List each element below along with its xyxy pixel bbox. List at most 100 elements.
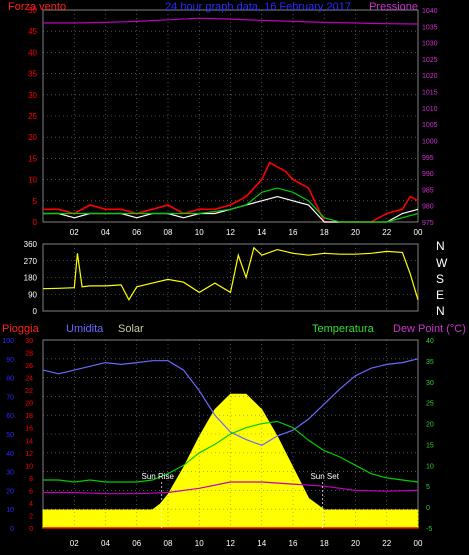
wind-tick-label: 15 <box>28 154 37 163</box>
direction-letter-n-top: N <box>436 239 445 253</box>
pressure-tick-label: 1000 <box>422 138 438 145</box>
bottom-x-tick-label: 08 <box>164 539 173 548</box>
pressure-tick-label: 1010 <box>422 106 438 113</box>
top-x-tick-label: 14 <box>257 228 266 237</box>
rain-tick-label: 24 <box>25 376 33 383</box>
temperature-tick-label: 10 <box>426 463 434 470</box>
humidity-tick-label: 60 <box>6 413 14 420</box>
pressure-tick-label: 990 <box>422 171 434 178</box>
bottom-x-tick-label: 06 <box>132 539 141 548</box>
top-x-tick-label: 22 <box>382 228 391 237</box>
rain-tick-label: 22 <box>25 388 33 395</box>
top-x-tick-label: 20 <box>351 228 360 237</box>
rain-tick-label: 6 <box>29 488 33 495</box>
bottom-x-tick-label: 20 <box>351 539 360 548</box>
humidity-tick-label: 40 <box>6 451 14 458</box>
wind-tick-label: 40 <box>28 48 37 57</box>
sun-rise-label: Sun Rise <box>142 472 175 481</box>
wind-tick-label: 0 <box>33 218 38 227</box>
rain-tick-label: 12 <box>25 451 33 458</box>
temperature-tick-label: 35 <box>426 359 434 366</box>
header-right-label: Pressione <box>369 1 418 13</box>
rain-tick-label: 28 <box>25 351 33 358</box>
pressure-tick-label: 980 <box>422 204 434 211</box>
rain-tick-label: 0 <box>29 526 33 533</box>
bottom-x-tick-label: 00 <box>414 539 423 548</box>
label-pioggia: Pioggia <box>2 323 40 335</box>
wind-direction-panel: 0 90 180 270 360 <box>24 240 419 316</box>
temperature-tick-label: 25 <box>426 401 434 408</box>
rain-tick-label: 14 <box>25 438 33 445</box>
rain-tick-label: 10 <box>25 463 33 470</box>
wind-tick-label: 25 <box>28 112 37 121</box>
humidity-tick-label: 80 <box>6 376 14 383</box>
direction-letter-s: S <box>436 272 444 286</box>
rain-tick-label: 20 <box>25 401 33 408</box>
temperature-tick-label: 15 <box>426 442 434 449</box>
rain-tick-label: 30 <box>25 338 33 345</box>
bottom-x-tick-label: 18 <box>320 539 329 548</box>
temperature-tick-label: 5 <box>426 484 430 491</box>
direction-tick-label: 0 <box>33 307 38 316</box>
pressure-tick-label: 1035 <box>422 24 438 31</box>
solar-base-band <box>43 510 418 528</box>
bottom-x-tick-label: 10 <box>195 539 204 548</box>
humidity-tick-label: 10 <box>6 507 14 514</box>
pressure-line <box>43 17 419 25</box>
top-x-tick-label: 06 <box>132 228 141 237</box>
wind-tick-label: 20 <box>28 133 37 142</box>
top-x-tick-label: 10 <box>195 228 204 237</box>
humidity-line <box>42 358 419 446</box>
wind-tick-label: 30 <box>28 91 37 100</box>
temperature-tick-label: -5 <box>426 526 432 533</box>
direction-tick-label: 180 <box>24 274 38 283</box>
temperature-tick-label: 0 <box>426 505 430 512</box>
label-dew-point: Dew Point (°C) <box>393 323 466 335</box>
bottom-x-tick-label: 14 <box>257 539 266 548</box>
wind-tick-label: 10 <box>28 176 37 185</box>
wind-avg-line <box>43 187 419 223</box>
humidity-tick-label: 30 <box>6 470 14 477</box>
pressure-tick-label: 1030 <box>422 41 438 48</box>
temperature-line <box>43 420 419 483</box>
top-x-tick-label: 18 <box>320 228 329 237</box>
direction-tick-label: 360 <box>24 240 38 249</box>
bottom-x-tick-label: 16 <box>289 539 298 548</box>
top-x-tick-label: 16 <box>289 228 298 237</box>
header-left-label: Forza vento <box>8 1 66 13</box>
wind-pressure-panel: 0510152025303540455097598098599099510001… <box>28 6 438 237</box>
bottom-x-tick-label: 02 <box>70 539 79 548</box>
rain-tick-label: 8 <box>29 476 33 483</box>
rain-tick-label: 2 <box>29 513 33 520</box>
temperature-tick-label: 30 <box>426 380 434 387</box>
pressure-tick-label: 1005 <box>422 122 438 129</box>
humidity-tick-label: 50 <box>6 432 14 439</box>
bottom-x-tick-label: 22 <box>382 539 391 548</box>
humidity-tick-label: 100 <box>2 338 14 345</box>
pressure-tick-label: 1020 <box>422 73 438 80</box>
top-x-tick-label: 04 <box>101 228 110 237</box>
pressure-tick-label: 1040 <box>422 8 438 15</box>
label-temperatura: Temperatura <box>312 323 375 335</box>
wind-tick-label: 35 <box>28 70 37 79</box>
pressure-tick-label: 985 <box>422 187 434 194</box>
pressure-tick-label: 995 <box>422 155 434 162</box>
humidity-tick-label: 0 <box>10 526 14 533</box>
temperature-tick-label: 40 <box>426 338 434 345</box>
label-solar: Solar <box>118 323 144 335</box>
direction-tick-label: 270 <box>24 257 38 266</box>
wind-tick-label: 5 <box>33 197 38 206</box>
rain-tick-label: 26 <box>25 363 33 370</box>
rain-tick-label: 4 <box>29 501 33 508</box>
direction-tick-label: 90 <box>28 290 37 299</box>
direction-letter-e: E <box>436 288 444 302</box>
header-center-label: 24 hour graph data, 16 February 2017 <box>165 1 351 13</box>
dew-point-line <box>43 481 419 495</box>
direction-letter-w: W <box>436 256 448 270</box>
rain-tick-label: 16 <box>25 426 33 433</box>
pressure-tick-label: 1015 <box>422 90 438 97</box>
humidity-tick-label: 90 <box>6 357 14 364</box>
bottom-x-tick-label: 12 <box>226 539 235 548</box>
direction-line <box>42 246 419 302</box>
